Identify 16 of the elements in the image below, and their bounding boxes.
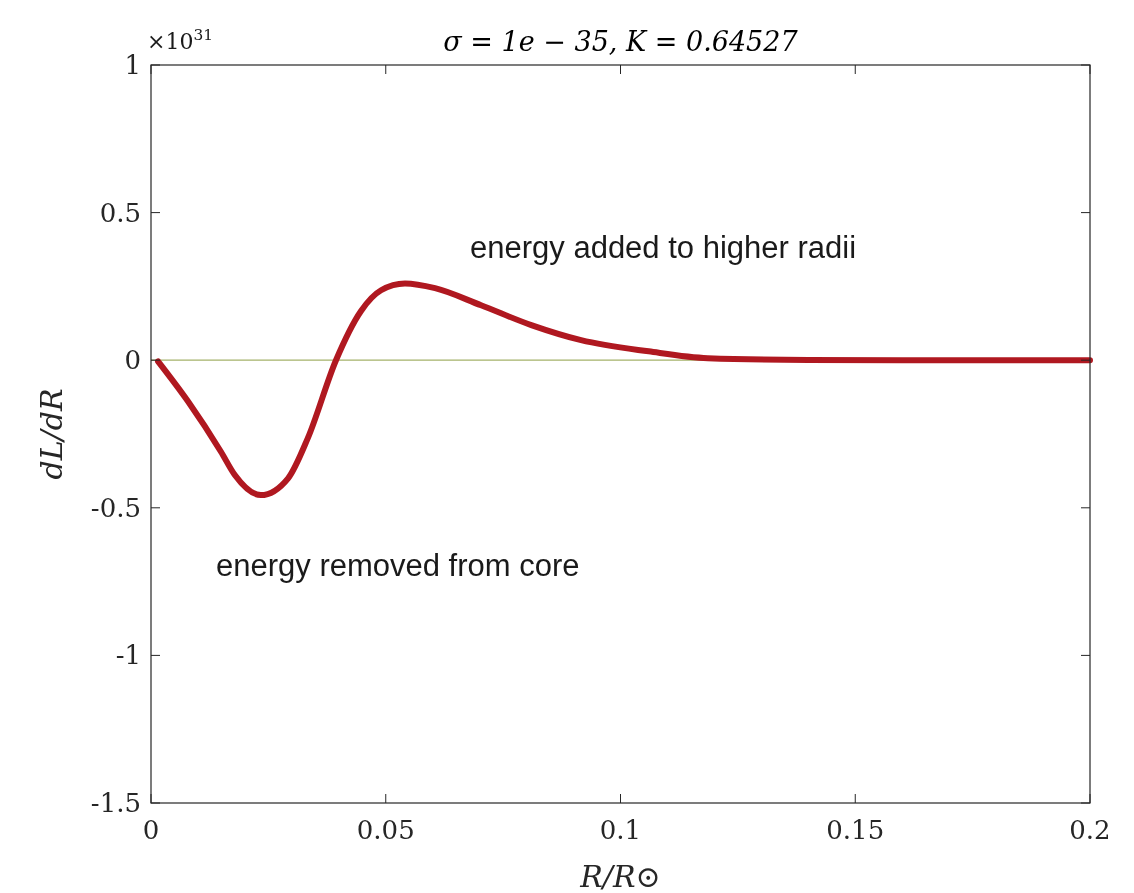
text: ×10$^{31}$ <box>147 26 214 54</box>
y-axis-title: dL/dR <box>34 388 69 480</box>
x-tick-label: 0.05 <box>356 815 415 845</box>
y-tick-label: -1 <box>115 640 141 671</box>
y-tick-label: -0.5 <box>90 492 141 523</box>
annotation: energy removed from core <box>216 548 580 583</box>
x-tick-label: 0.1 <box>599 815 642 845</box>
x-tick-label: 0.15 <box>826 815 885 845</box>
chart-title: σ = 1e − 35, K = 0.64527 <box>443 26 799 57</box>
x-tick-label: 0.2 <box>1069 815 1111 845</box>
annotation: energy added to higher radii <box>470 230 857 265</box>
y-tick-label: 1 <box>124 50 141 80</box>
y-tick-label: 0 <box>124 345 141 376</box>
y-tick-label: -1.5 <box>90 788 141 818</box>
y-tick-label: 0.5 <box>99 197 141 228</box>
x-axis-title: R/R⊙ <box>579 859 661 893</box>
